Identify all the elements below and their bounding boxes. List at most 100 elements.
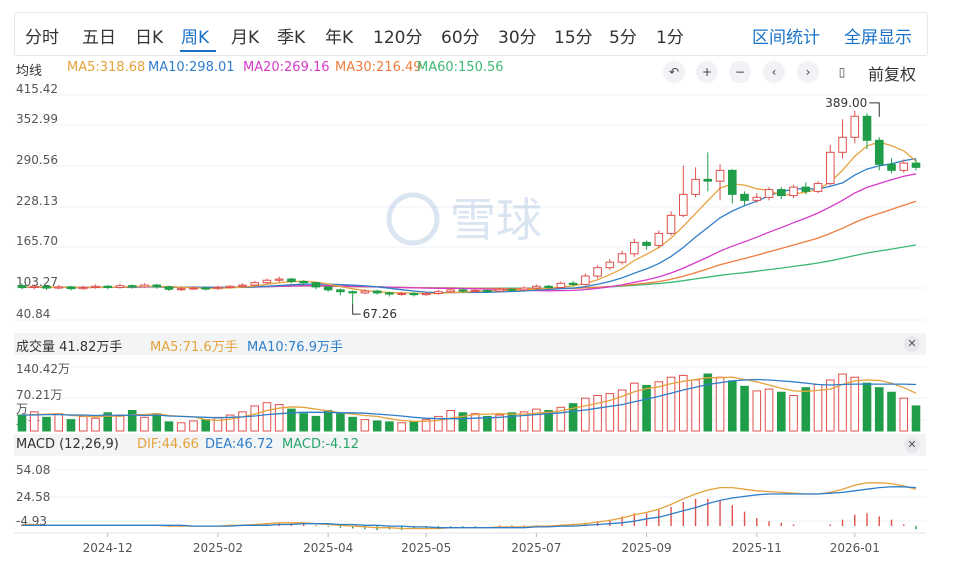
volume-bar bbox=[250, 405, 259, 432]
volume-bar bbox=[593, 394, 602, 432]
candle-icon[interactable]: ▯ bbox=[838, 65, 846, 79]
zoom-out-icon[interactable]: − bbox=[729, 61, 751, 83]
volume-bar bbox=[568, 403, 578, 432]
volume-bar bbox=[617, 389, 627, 432]
active-tab-underline bbox=[180, 50, 216, 52]
volume-bar bbox=[421, 419, 431, 432]
volume-bar bbox=[103, 412, 113, 432]
volume-ma10-line bbox=[22, 378, 917, 420]
macd-dea: DEA:46.72 bbox=[205, 437, 274, 452]
volume-bar bbox=[507, 412, 517, 432]
volume-bar bbox=[532, 408, 541, 432]
candle-body bbox=[274, 278, 284, 281]
price-tick-label: 228.13 bbox=[16, 194, 58, 208]
x-tick-label: 2025-04 bbox=[303, 541, 353, 555]
volume-bar bbox=[862, 382, 872, 432]
tab-10[interactable]: 15分 bbox=[554, 28, 593, 48]
volume-bar bbox=[630, 382, 639, 432]
candle-body bbox=[764, 189, 774, 198]
close-volume-icon[interactable]: ✕ bbox=[904, 336, 920, 352]
volume-bar bbox=[152, 413, 162, 432]
volume-bar bbox=[715, 376, 725, 432]
candle-body bbox=[434, 291, 443, 294]
tab-7[interactable]: 120分 bbox=[373, 28, 423, 48]
candle-body bbox=[164, 286, 174, 290]
ma-legend-item: MA60:150.56 bbox=[417, 60, 504, 75]
tab-3[interactable]: 周K bbox=[181, 28, 210, 48]
volume-bar bbox=[360, 419, 370, 432]
volume-bar bbox=[813, 384, 823, 432]
volume-bar bbox=[189, 420, 198, 432]
candle-body bbox=[654, 232, 664, 246]
tab-4[interactable]: 月K bbox=[231, 28, 260, 48]
volume-bar bbox=[776, 391, 786, 432]
undo-icon[interactable]: ↶ bbox=[663, 61, 685, 83]
candle-body bbox=[838, 136, 847, 153]
candle-body bbox=[397, 292, 406, 295]
volume-bar bbox=[728, 380, 737, 432]
x-tick-label: 2024-12 bbox=[83, 541, 133, 555]
candle-body bbox=[29, 285, 39, 288]
candle-body bbox=[532, 285, 541, 289]
candle-body bbox=[483, 289, 492, 292]
price-tick-label: 290.56 bbox=[16, 153, 58, 167]
candle-body bbox=[262, 279, 272, 284]
chevron-right-icon[interactable]: › bbox=[797, 61, 819, 83]
macd-dif-line bbox=[22, 482, 917, 530]
volume-tick-label: 140.42万 bbox=[16, 362, 70, 376]
candle-body bbox=[556, 282, 566, 288]
candle-body bbox=[581, 275, 590, 285]
tab-5[interactable]: 季K bbox=[277, 28, 306, 48]
candle-body bbox=[323, 286, 333, 291]
candle-body bbox=[752, 196, 762, 201]
low-marker-line bbox=[352, 304, 361, 315]
high-annotation: 389.00 bbox=[825, 96, 867, 110]
fullscreen-link[interactable]: 全屏显示 bbox=[844, 28, 912, 48]
candle-body bbox=[152, 284, 162, 288]
volume-bar bbox=[544, 409, 553, 432]
candle-body bbox=[544, 285, 553, 288]
tab-0[interactable]: 分时 bbox=[25, 28, 59, 48]
adjust-mode-button[interactable]: 前复权 bbox=[868, 65, 917, 84]
tab-2[interactable]: 日K bbox=[135, 28, 164, 48]
range-stats-link[interactable]: 区间统计 bbox=[752, 28, 820, 48]
x-tick-label: 2025-02 bbox=[193, 541, 243, 555]
volume-bar bbox=[458, 412, 468, 432]
volume-bar bbox=[66, 419, 76, 432]
tab-12[interactable]: 1分 bbox=[656, 28, 684, 48]
volume-bar bbox=[311, 415, 321, 432]
ma-legend-item: MA10:298.01 bbox=[148, 60, 235, 75]
volume-bar bbox=[115, 414, 125, 432]
volume-bar bbox=[140, 416, 149, 432]
volume-bar bbox=[666, 376, 676, 432]
volume-bar bbox=[176, 422, 186, 432]
candle-body bbox=[115, 285, 125, 288]
candle-body bbox=[605, 261, 615, 269]
x-tick-label: 2025-07 bbox=[511, 541, 561, 555]
tab-6[interactable]: 年K bbox=[325, 28, 354, 48]
macd-header-band: MACD (12,26,9) DIF:44.66 DEA:46.72 MACD:… bbox=[14, 434, 926, 456]
price-tick-label: 103.27 bbox=[16, 275, 58, 289]
volume-bar bbox=[323, 409, 333, 432]
volume-bar bbox=[605, 393, 615, 432]
volume-bar bbox=[348, 416, 357, 432]
volume-bar bbox=[446, 409, 455, 432]
tab-11[interactable]: 5分 bbox=[609, 28, 637, 48]
macd-tick-label: 54.08 bbox=[16, 463, 50, 477]
zoom-in-icon[interactable]: + bbox=[696, 61, 718, 83]
close-macd-icon[interactable]: ✕ bbox=[904, 437, 920, 453]
candle-body bbox=[250, 282, 259, 286]
candle-body bbox=[825, 151, 835, 185]
tab-9[interactable]: 30分 bbox=[498, 28, 537, 48]
candle-body bbox=[470, 289, 480, 292]
volume-bar bbox=[519, 411, 529, 432]
volume-bar bbox=[752, 390, 762, 432]
candle-body bbox=[507, 288, 517, 291]
tab-8[interactable]: 60分 bbox=[441, 28, 480, 48]
chevron-left-icon[interactable]: ‹ bbox=[763, 61, 785, 83]
watermark-logo-icon bbox=[386, 192, 440, 246]
volume-tick-label: 70.21万 bbox=[16, 388, 62, 402]
tab-1[interactable]: 五日 bbox=[82, 28, 116, 48]
